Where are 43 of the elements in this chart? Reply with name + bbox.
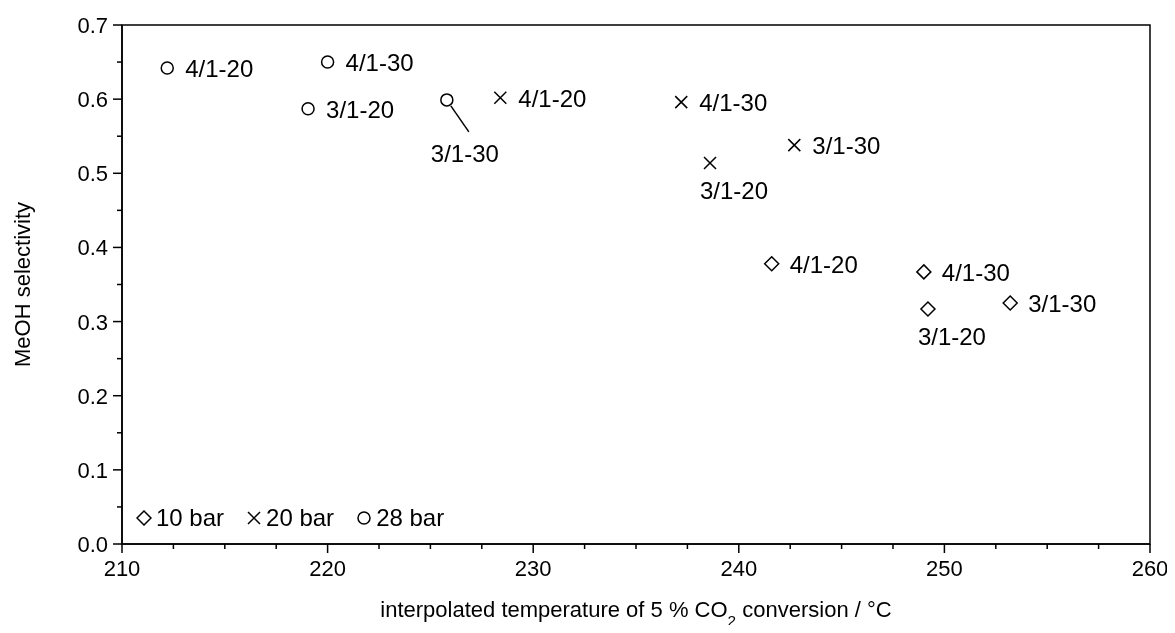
y-tick-label: 0.5: [77, 161, 108, 187]
annotation: 3/1-30: [812, 132, 881, 160]
annotation: 4/1-20: [789, 250, 858, 278]
point: [440, 93, 454, 107]
y-axis-title: MeOH selectivity: [10, 201, 35, 368]
annotation: 3/1-20: [326, 95, 395, 123]
annotation: 4/1-30: [941, 258, 1010, 286]
point: [320, 55, 335, 69]
y-tick-label: 0.3: [77, 309, 108, 335]
annotation: 4/1-30: [345, 49, 414, 77]
legend-label: 10 bar: [156, 504, 225, 532]
y-tick-label: 0.1: [77, 457, 108, 483]
legend-label: 28 bar: [376, 504, 445, 532]
annotation: 3/1-30: [1028, 290, 1097, 318]
legend-label: 20 bar: [266, 504, 335, 532]
x-tick-label: 230: [514, 556, 552, 581]
y-tick-label: 0.0: [77, 532, 108, 557]
annotation: 3/1-20: [699, 176, 769, 204]
point: [301, 102, 315, 116]
point: [703, 156, 717, 170]
point: [493, 90, 508, 105]
x-tick-label: 220: [309, 556, 346, 581]
point: [1002, 295, 1018, 311]
point: [787, 138, 802, 152]
point: [763, 255, 780, 272]
y-tick-label: 0.6: [77, 87, 108, 113]
annotation: 3/1-20: [917, 322, 986, 350]
x-tick-label: 260: [1131, 556, 1169, 581]
annotation: 4/1-20: [518, 84, 587, 112]
x-tick-label: 240: [720, 556, 758, 581]
y-tick-label: 0.2: [77, 383, 108, 409]
point: [920, 301, 936, 317]
x-axis-title: interpolated temperature of 5 % CO$_{2}$ conversion / °C: [380, 597, 892, 629]
x-tick-label: 250: [926, 556, 963, 581]
y-tick-label: 0.7: [77, 13, 108, 38]
point: [674, 95, 688, 109]
y-tick-label: 0.4: [77, 235, 108, 261]
annotation: 3/1-30: [430, 139, 499, 167]
annotation: 4/1-20: [185, 55, 254, 82]
point: [916, 264, 932, 280]
point: [160, 61, 174, 75]
annotation: 4/1-30: [699, 89, 768, 117]
x-tick-label: 210: [103, 556, 141, 581]
